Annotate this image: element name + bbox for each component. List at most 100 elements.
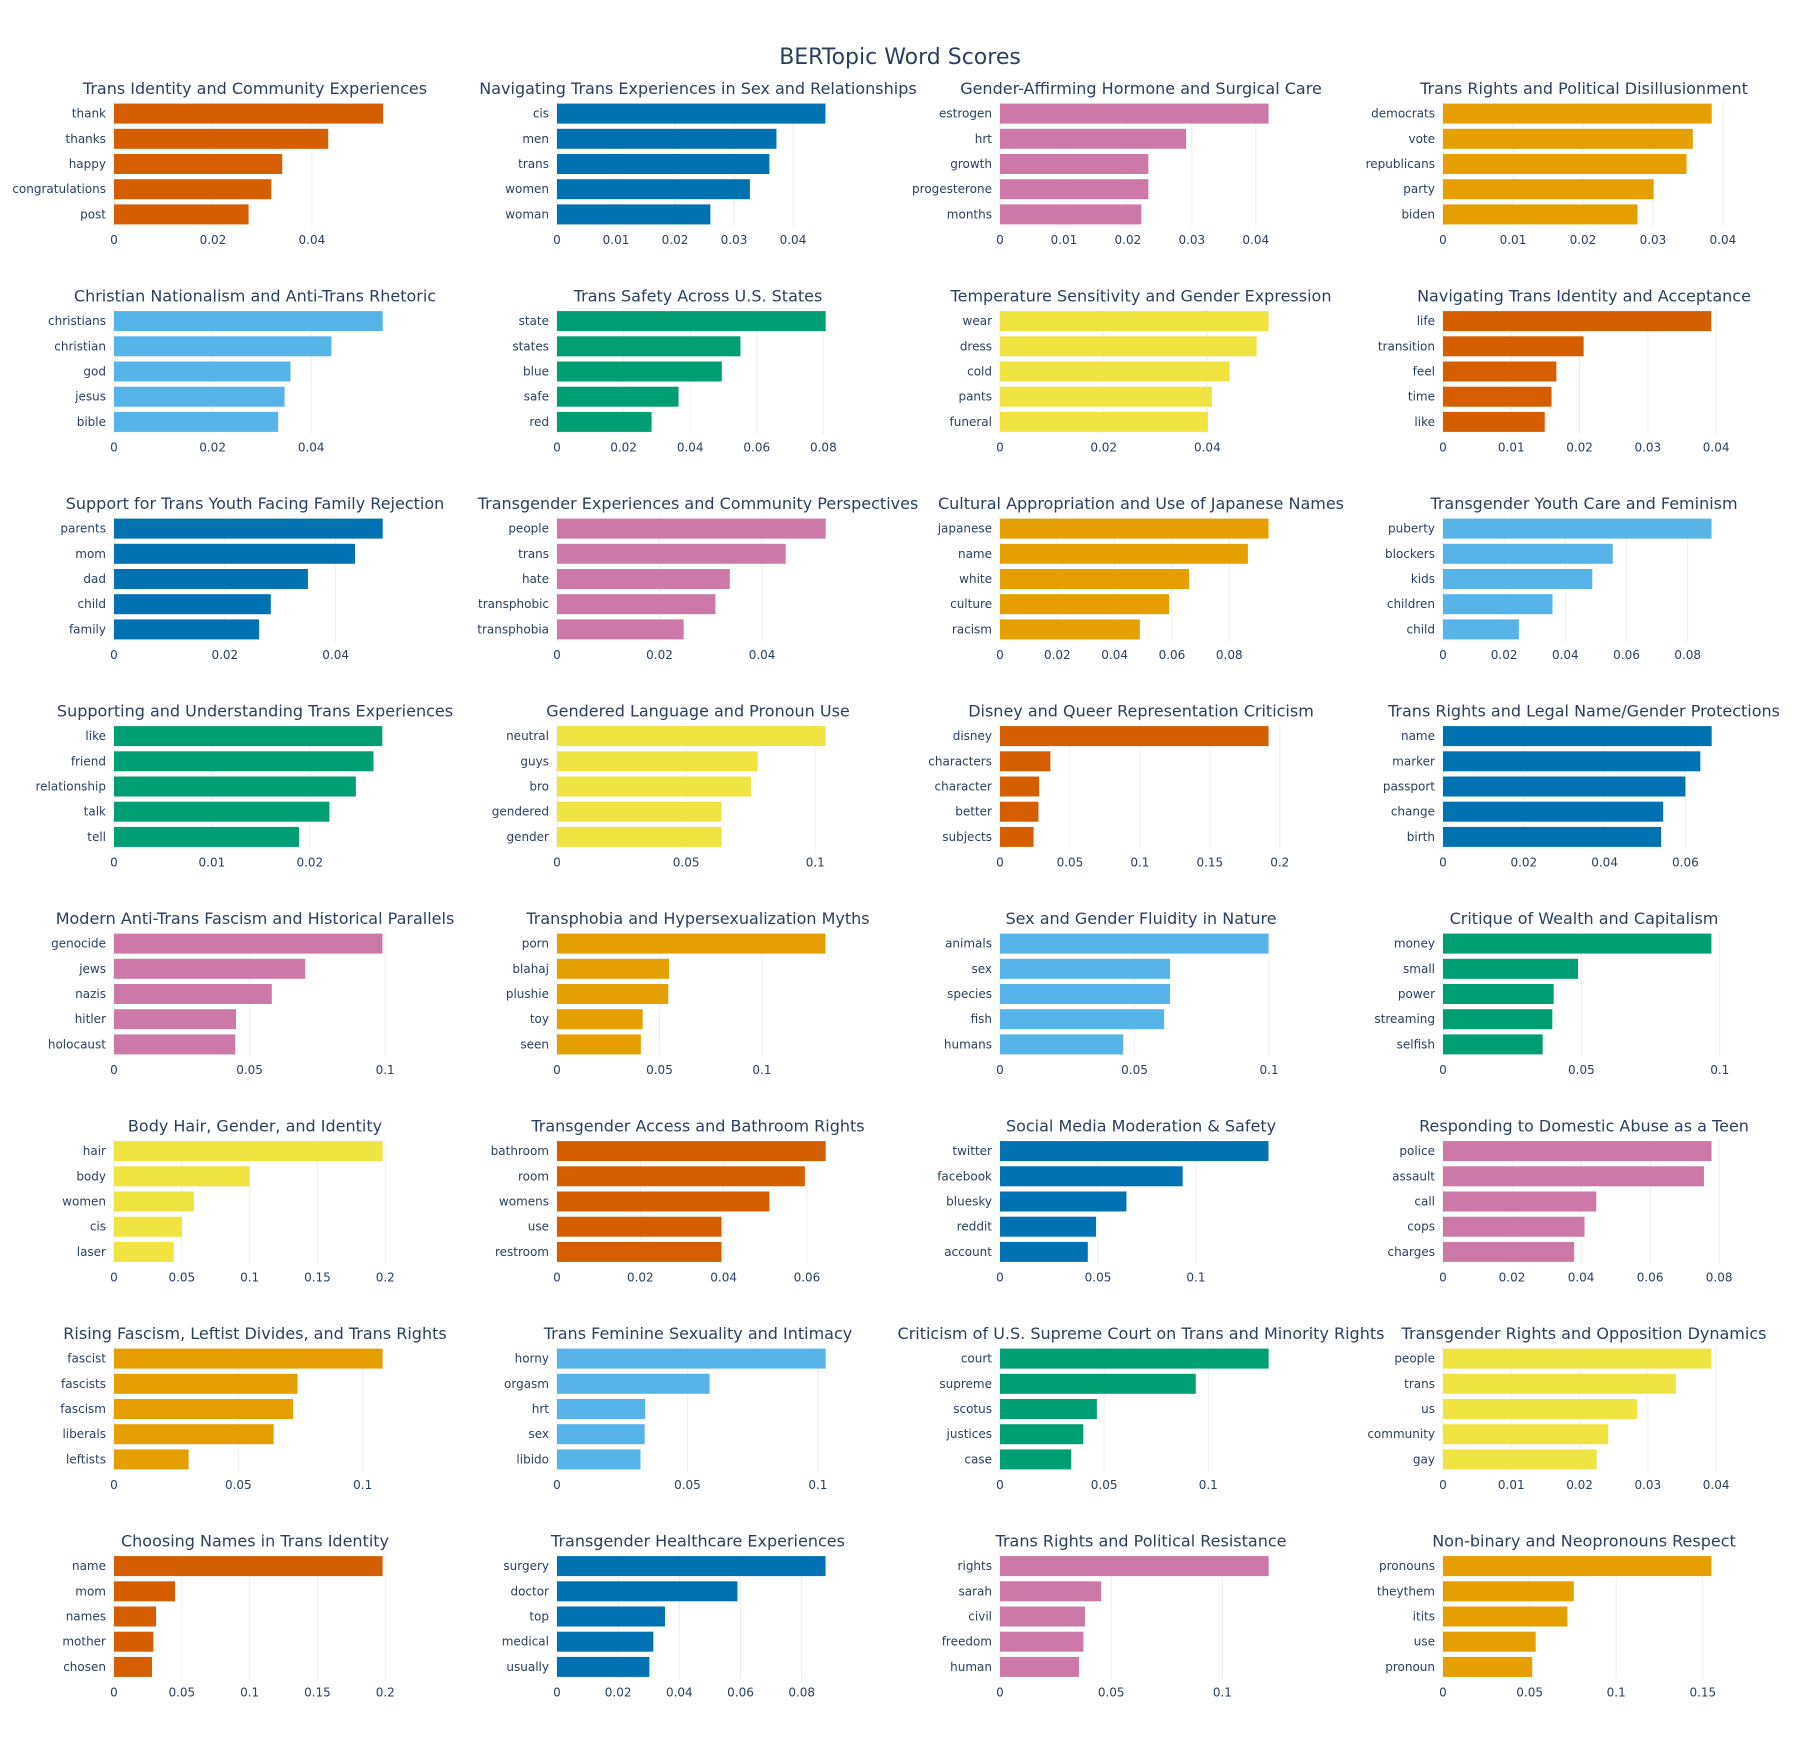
bar-blue [557, 361, 722, 382]
category-label: bathroom [491, 1144, 549, 1158]
x-tick-label: 0 [110, 1478, 118, 1492]
bar-liberals [114, 1424, 274, 1445]
bar-sex [557, 1424, 645, 1445]
panel-title: Trans Feminine Sexuality and Intimacy [543, 1324, 853, 1343]
bar-use [557, 1216, 722, 1237]
x-tick-label: 0.1 [1710, 1063, 1729, 1077]
bar-twitter [1000, 1141, 1269, 1162]
x-tick-label: 0 [553, 1478, 561, 1492]
category-label: subjects [942, 830, 992, 844]
panel-title: Transgender Experiences and Community Pe… [477, 494, 919, 513]
bar-orgasm [557, 1373, 710, 1394]
category-label: orgasm [504, 1377, 549, 1391]
category-label: neutral [506, 729, 549, 743]
x-tick-label: 0.06 [727, 1686, 754, 1700]
bar-reddit [1000, 1216, 1097, 1237]
category-label: species [947, 987, 992, 1001]
bar-justices [1000, 1424, 1084, 1445]
x-tick-label: 0.03 [1640, 233, 1667, 247]
category-label: fish [971, 1012, 992, 1026]
category-label: supreme [939, 1377, 992, 1391]
x-tick-label: 0.02 [296, 856, 323, 870]
x-tick-label: 0.04 [1703, 1478, 1730, 1492]
bar-gay [1443, 1449, 1597, 1470]
bar-supreme [1000, 1373, 1196, 1394]
bar-top [557, 1606, 665, 1627]
category-label: civil [968, 1610, 992, 1624]
bar-mother [114, 1631, 154, 1652]
bar-libido [557, 1449, 641, 1470]
category-label: case [964, 1452, 992, 1466]
bar-thanks [114, 128, 329, 149]
category-label: people [1394, 1352, 1435, 1366]
category-label: like [85, 729, 106, 743]
category-label: scotus [953, 1402, 992, 1416]
x-tick-label: 0.05 [1516, 1686, 1543, 1700]
bar-woman [557, 204, 711, 225]
bar-assault [1443, 1166, 1704, 1187]
x-tick-label: 0.02 [1491, 648, 1518, 662]
panel-21: Body Hair, Gender, and Identity 0 0.05 0.1 0… [62, 1117, 395, 1285]
x-tick-label: 0.1 [752, 1063, 771, 1077]
x-tick-label: 0.01 [1498, 1478, 1525, 1492]
category-label: transphobic [478, 597, 549, 611]
category-label: disney [953, 729, 992, 743]
bar-community [1443, 1424, 1609, 1445]
bar-trans [1443, 1373, 1676, 1394]
panel-18: Transphobia and Hypersexualization Myths… [506, 909, 870, 1077]
category-label: sarah [959, 1584, 993, 1598]
bar-dad [114, 569, 308, 589]
category-label: god [83, 365, 106, 379]
bar-leftists [114, 1449, 189, 1470]
category-label: restroom [495, 1245, 549, 1259]
x-tick-label: 0.1 [1130, 856, 1149, 870]
category-label: gender [506, 830, 549, 844]
category-label: humans [944, 1037, 992, 1051]
panel-2: Navigating Trans Experiences in Sex and … [479, 79, 916, 247]
x-tick-label: 0 [110, 856, 118, 870]
bar-fascism [114, 1399, 294, 1419]
category-label: body [76, 1169, 106, 1183]
x-tick-label: 0 [110, 648, 118, 662]
panel-title: Supporting and Understanding Trans Exper… [57, 702, 453, 721]
category-label: funeral [950, 415, 992, 429]
x-tick-label: 0.02 [1499, 1271, 1526, 1285]
category-label: use [1414, 1635, 1435, 1649]
bar-nazis [114, 984, 272, 1004]
panel-28: Transgender Rights and Opposition Dynami… [1367, 1324, 1766, 1492]
bar-hrt [557, 1399, 646, 1419]
category-label: freedom [942, 1635, 992, 1649]
panel-32: Non-binary and Neopronouns Respect 0 0.05 0… [1377, 1532, 1736, 1700]
category-label: character [935, 780, 993, 794]
x-tick-label: 0.06 [743, 441, 770, 455]
category-label: dad [83, 572, 106, 586]
category-label: state [519, 314, 549, 328]
bar-trans [557, 154, 770, 174]
category-label: small [1403, 962, 1435, 976]
x-tick-label: 0.04 [1710, 233, 1737, 247]
category-label: transphobia [477, 622, 549, 636]
category-label: parents [60, 522, 106, 536]
category-label: plushie [506, 987, 549, 1001]
bar-family [114, 619, 260, 640]
bar-human [1000, 1656, 1079, 1677]
bar-women [114, 1191, 195, 1212]
x-tick-label: 0.02 [1044, 648, 1071, 662]
x-tick-label: 0.15 [1196, 856, 1223, 870]
x-tick-label: 0 [996, 233, 1004, 247]
x-tick-label: 0.02 [1570, 233, 1597, 247]
bar-parents [114, 518, 383, 539]
bar-culture [1000, 594, 1170, 615]
category-label: use [528, 1220, 549, 1234]
panel-title: Transgender Access and Bathroom Rights [530, 1117, 864, 1136]
x-tick-label: 0.04 [1101, 648, 1128, 662]
bar-people [557, 518, 826, 539]
bar-child [114, 594, 271, 615]
category-label: sex [971, 962, 992, 976]
x-tick-label: 0.15 [304, 1271, 331, 1285]
bar-cold [1000, 361, 1230, 382]
category-label: pronoun [1385, 1660, 1435, 1674]
x-tick-label: 0.05 [1121, 1063, 1148, 1077]
